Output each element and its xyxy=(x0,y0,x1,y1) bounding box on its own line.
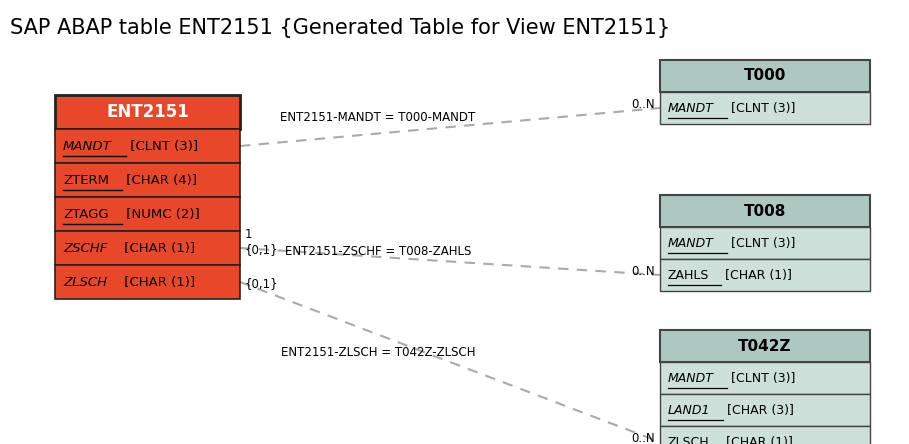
Bar xyxy=(660,330,870,362)
Text: [CLNT (3)]: [CLNT (3)] xyxy=(727,102,795,115)
Text: T000: T000 xyxy=(744,68,786,83)
Text: {0,1}: {0,1} xyxy=(245,278,279,290)
Text: T008: T008 xyxy=(744,203,786,218)
Text: [NUMC (2)]: [NUMC (2)] xyxy=(122,207,200,221)
Text: ENT2151-ZSCHF = T008-ZAHLS: ENT2151-ZSCHF = T008-ZAHLS xyxy=(285,245,471,258)
Text: ENT2151: ENT2151 xyxy=(106,103,189,121)
Text: 1: 1 xyxy=(245,227,253,241)
Text: {0,1}: {0,1} xyxy=(245,243,279,257)
Text: LAND1: LAND1 xyxy=(668,404,711,416)
Bar xyxy=(660,60,870,92)
Text: MANDT: MANDT xyxy=(668,102,714,115)
Text: [CHAR (1)]: [CHAR (1)] xyxy=(722,269,793,281)
Text: ZSCHF: ZSCHF xyxy=(63,242,107,254)
Bar xyxy=(55,95,240,129)
Text: [CHAR (1)]: [CHAR (1)] xyxy=(120,242,195,254)
Text: ZLSCH: ZLSCH xyxy=(63,275,107,289)
Text: [CLNT (3)]: [CLNT (3)] xyxy=(727,372,795,385)
Text: ZLSCH: ZLSCH xyxy=(668,436,710,444)
Bar xyxy=(660,394,870,426)
Text: ZTAGG: ZTAGG xyxy=(63,207,108,221)
Text: 0..N: 0..N xyxy=(632,432,655,444)
Bar xyxy=(660,227,870,259)
Text: T042Z: T042Z xyxy=(738,338,792,353)
Text: 0..N: 0..N xyxy=(632,265,655,278)
Text: [CHAR (4)]: [CHAR (4)] xyxy=(123,174,197,186)
Bar xyxy=(660,195,870,227)
Text: ZTERM: ZTERM xyxy=(63,174,109,186)
Text: 0..N: 0..N xyxy=(632,98,655,111)
Bar xyxy=(660,426,870,444)
Text: ENT2151-ZLSCH = T042Z-ZLSCH: ENT2151-ZLSCH = T042Z-ZLSCH xyxy=(281,345,475,358)
Text: ZAHLS: ZAHLS xyxy=(668,269,709,281)
Text: [CLNT (3)]: [CLNT (3)] xyxy=(727,237,795,250)
Bar xyxy=(660,362,870,394)
Bar xyxy=(55,163,240,197)
Bar xyxy=(55,197,240,231)
Bar xyxy=(660,92,870,124)
Text: MANDT: MANDT xyxy=(668,237,714,250)
Text: MANDT: MANDT xyxy=(63,139,112,152)
Text: SAP ABAP table ENT2151 {Generated Table for View ENT2151}: SAP ABAP table ENT2151 {Generated Table … xyxy=(10,18,670,38)
Bar xyxy=(660,259,870,291)
Text: [CHAR (3)]: [CHAR (3)] xyxy=(723,404,794,416)
Text: ENT2151-MANDT = T000-MANDT: ENT2151-MANDT = T000-MANDT xyxy=(280,111,475,123)
Text: [CLNT (3)]: [CLNT (3)] xyxy=(126,139,198,152)
Text: [CHAR (1)]: [CHAR (1)] xyxy=(120,275,195,289)
Bar xyxy=(55,265,240,299)
Text: MANDT: MANDT xyxy=(668,372,714,385)
Bar xyxy=(55,231,240,265)
Text: [CHAR (1)]: [CHAR (1)] xyxy=(722,436,793,444)
Bar xyxy=(55,129,240,163)
